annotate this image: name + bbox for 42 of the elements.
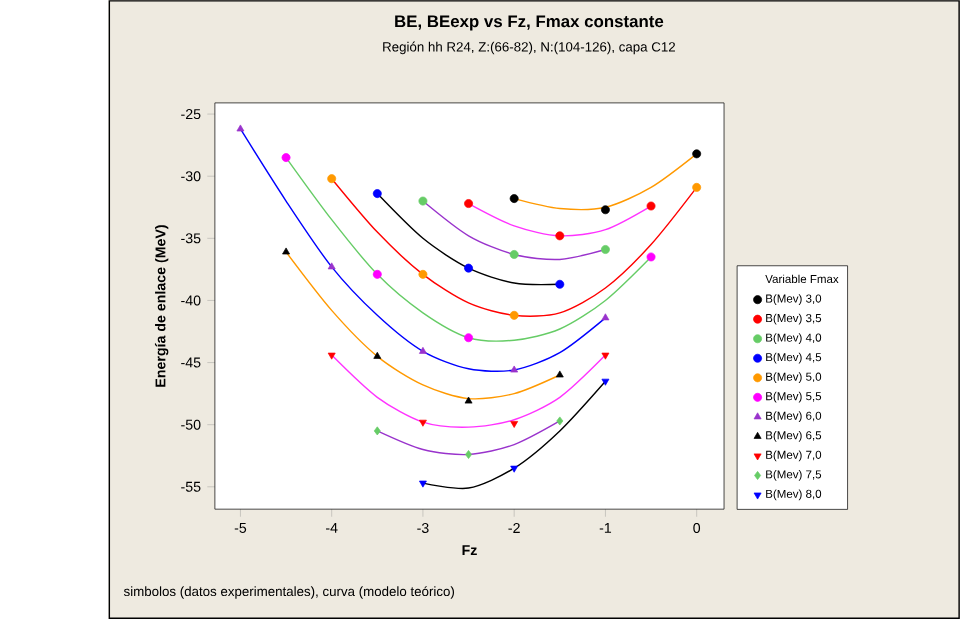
point [465,450,472,460]
point [692,183,702,193]
point [555,280,565,290]
point [281,153,291,163]
line-series [422,380,607,490]
point [327,262,336,270]
point [418,270,428,280]
point [600,205,610,215]
point [509,250,519,260]
point [419,347,427,355]
point [510,466,519,474]
point [646,252,656,262]
point [418,197,428,206]
point [510,365,519,373]
chart-title: BE, BEexp vs Fz, Fmax constante [395,15,664,32]
point [464,199,473,209]
point [646,201,656,211]
point [373,352,382,360]
point [555,231,565,241]
point [692,149,702,159]
point [372,270,382,280]
point [372,189,382,199]
point [601,379,610,387]
point [373,426,381,436]
point [419,420,427,428]
point [464,397,473,404]
point [327,174,337,184]
point [555,370,564,378]
point [236,124,245,132]
point [419,481,427,488]
point [600,245,610,255]
point [510,421,519,429]
point [327,353,336,360]
point [282,247,290,255]
point [601,353,610,360]
line-series [330,354,607,429]
point [464,264,473,273]
point [509,194,519,204]
point [601,313,610,321]
point [556,416,564,426]
point [464,333,473,343]
point [509,311,519,321]
